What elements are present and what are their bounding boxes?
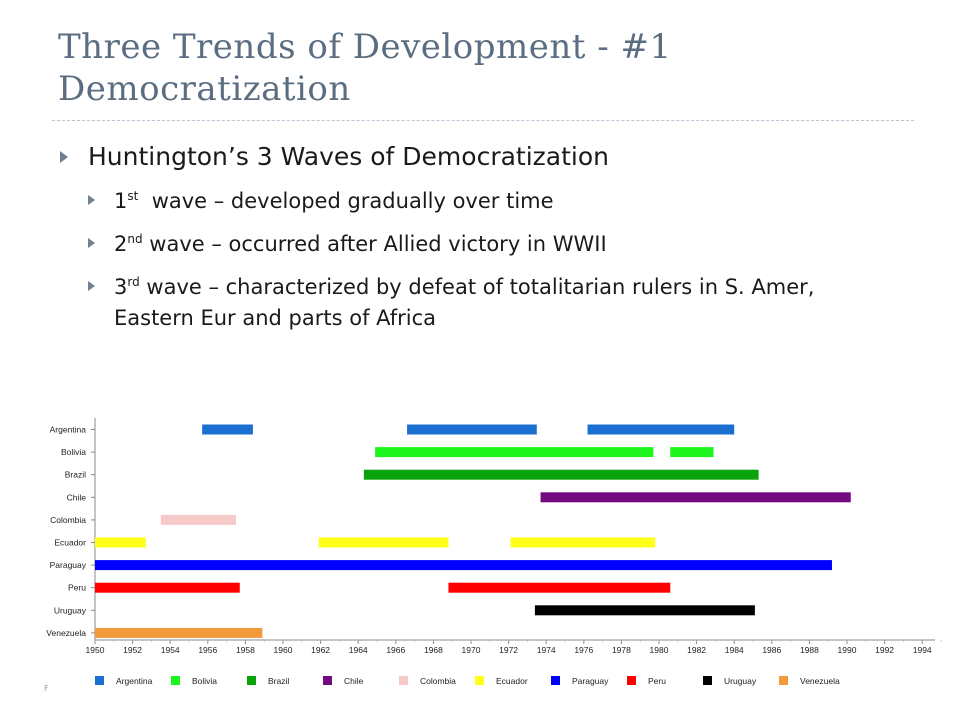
- y-tick-label: Paraguay: [50, 560, 87, 570]
- legend-label-colombia: Colombia: [420, 676, 456, 686]
- y-tick-label: Colombia: [50, 515, 86, 525]
- bullet-main-text: Huntington’s 3 Waves of Democratization: [88, 142, 609, 171]
- bar-ecuador: [510, 537, 656, 548]
- slide-title-line-1: Three Trends of Development - #1: [58, 27, 672, 67]
- bar-argentina: [407, 424, 537, 435]
- x-tick-label: 1968: [424, 645, 443, 655]
- bar-ecuador: [95, 537, 146, 548]
- legend-swatch-bolivia: [171, 676, 180, 685]
- sub-bullet-1-text: 1st wave – developed gradually over time: [114, 189, 554, 213]
- bar-venezuela: [95, 627, 263, 638]
- y-tick-label: Chile: [67, 492, 87, 502]
- x-tick-label: 1954: [161, 645, 180, 655]
- bar-peru: [448, 582, 671, 593]
- sub-bullet-2: 2nd wave – occurred after Allied victory…: [88, 229, 888, 260]
- x-tick-label: 1972: [499, 645, 518, 655]
- bar-colombia: [160, 514, 236, 525]
- legend-swatch-venezuela: [779, 676, 788, 685]
- legend-label-ecuador: Ecuador: [496, 676, 528, 686]
- legend-label-peru: Peru: [648, 676, 666, 686]
- y-tick-label: Brazil: [65, 470, 86, 480]
- legend-label-uruguay: Uruguay: [724, 676, 757, 686]
- legend-swatch-brazil: [247, 676, 256, 685]
- x-tick-label: 1958: [236, 645, 255, 655]
- bullet-arrow-icon: [88, 238, 95, 248]
- bar-argentina: [202, 424, 253, 435]
- legend-swatch-paraguay: [551, 676, 560, 685]
- bar-bolivia: [670, 447, 714, 458]
- legend-label-argentina: Argentina: [116, 676, 153, 686]
- bar-uruguay: [534, 605, 755, 616]
- bar-paraguay: [95, 560, 832, 571]
- x-tick-label: 1964: [349, 645, 368, 655]
- x-tick-label: 1952: [123, 645, 142, 655]
- legend-label-chile: Chile: [344, 676, 364, 686]
- x-tick-label: 1994: [913, 645, 932, 655]
- bar-peru: [95, 582, 240, 593]
- x-tick-label: 1974: [537, 645, 556, 655]
- y-tick-label: Peru: [68, 583, 86, 593]
- y-tick-label: Venezuela: [46, 628, 86, 638]
- footnote: F: [44, 684, 49, 693]
- legend-swatch-argentina: [95, 676, 104, 685]
- x-tick-label: 1962: [311, 645, 330, 655]
- legend-swatch-colombia: [399, 676, 408, 685]
- legend-label-paraguay: Paraguay: [572, 676, 609, 686]
- legend-label-brazil: Brazil: [268, 676, 289, 686]
- legend-label-venezuela: Venezuela: [800, 676, 840, 686]
- sub-bullet-3: 3rd wave – characterized by defeat of to…: [88, 272, 888, 334]
- legend-swatch-peru: [627, 676, 636, 685]
- x-tick-label: 1992: [875, 645, 894, 655]
- bullet-arrow-icon: [60, 151, 68, 163]
- bullet-arrow-icon: [88, 281, 95, 291]
- bar-bolivia: [375, 447, 654, 458]
- bullet-main: Huntington’s 3 Waves of Democratization: [60, 140, 609, 174]
- x-tick-label: 1986: [762, 645, 781, 655]
- x-tick-label: 1982: [687, 645, 706, 655]
- x-tick-label: 1960: [274, 645, 293, 655]
- sub-bullet-3-text: 3rd wave – characterized by defeat of to…: [114, 275, 815, 330]
- slide-title: Three Trends of Development - #1 Democra…: [58, 26, 938, 110]
- x-tick-label: 1978: [612, 645, 631, 655]
- bar-ecuador: [318, 537, 449, 548]
- x-tick-label: 1980: [650, 645, 669, 655]
- legend-swatch-chile: [323, 676, 332, 685]
- x-tick-label: 1950: [86, 645, 105, 655]
- x-tick-label: 1990: [838, 645, 857, 655]
- x-tick-label: 1984: [725, 645, 744, 655]
- legend-swatch-uruguay: [703, 676, 712, 685]
- x-tick-label: 1976: [574, 645, 593, 655]
- x-tick-label: 1970: [462, 645, 481, 655]
- y-tick-label: Uruguay: [54, 605, 87, 615]
- title-divider: [52, 120, 914, 121]
- sub-bullet-2-text: 2nd wave – occurred after Allied victory…: [114, 232, 607, 256]
- bar-brazil: [363, 469, 759, 480]
- x-tick-label: 1956: [198, 645, 217, 655]
- y-tick-label: Bolivia: [61, 447, 86, 457]
- x-tick-label: 1966: [386, 645, 405, 655]
- slide-title-line-2: Democratization: [58, 69, 351, 109]
- legend-swatch-ecuador: [475, 676, 484, 685]
- y-tick-label: Ecuador: [54, 538, 86, 548]
- bar-chile: [540, 492, 851, 503]
- bullet-arrow-icon: [88, 195, 95, 205]
- y-tick-label: Argentina: [50, 425, 87, 435]
- sub-bullet-1: 1st wave – developed gradually over time: [88, 186, 888, 217]
- x-tick-label: 1988: [800, 645, 819, 655]
- bar-argentina: [587, 424, 735, 435]
- legend-label-bolivia: Bolivia: [192, 676, 217, 686]
